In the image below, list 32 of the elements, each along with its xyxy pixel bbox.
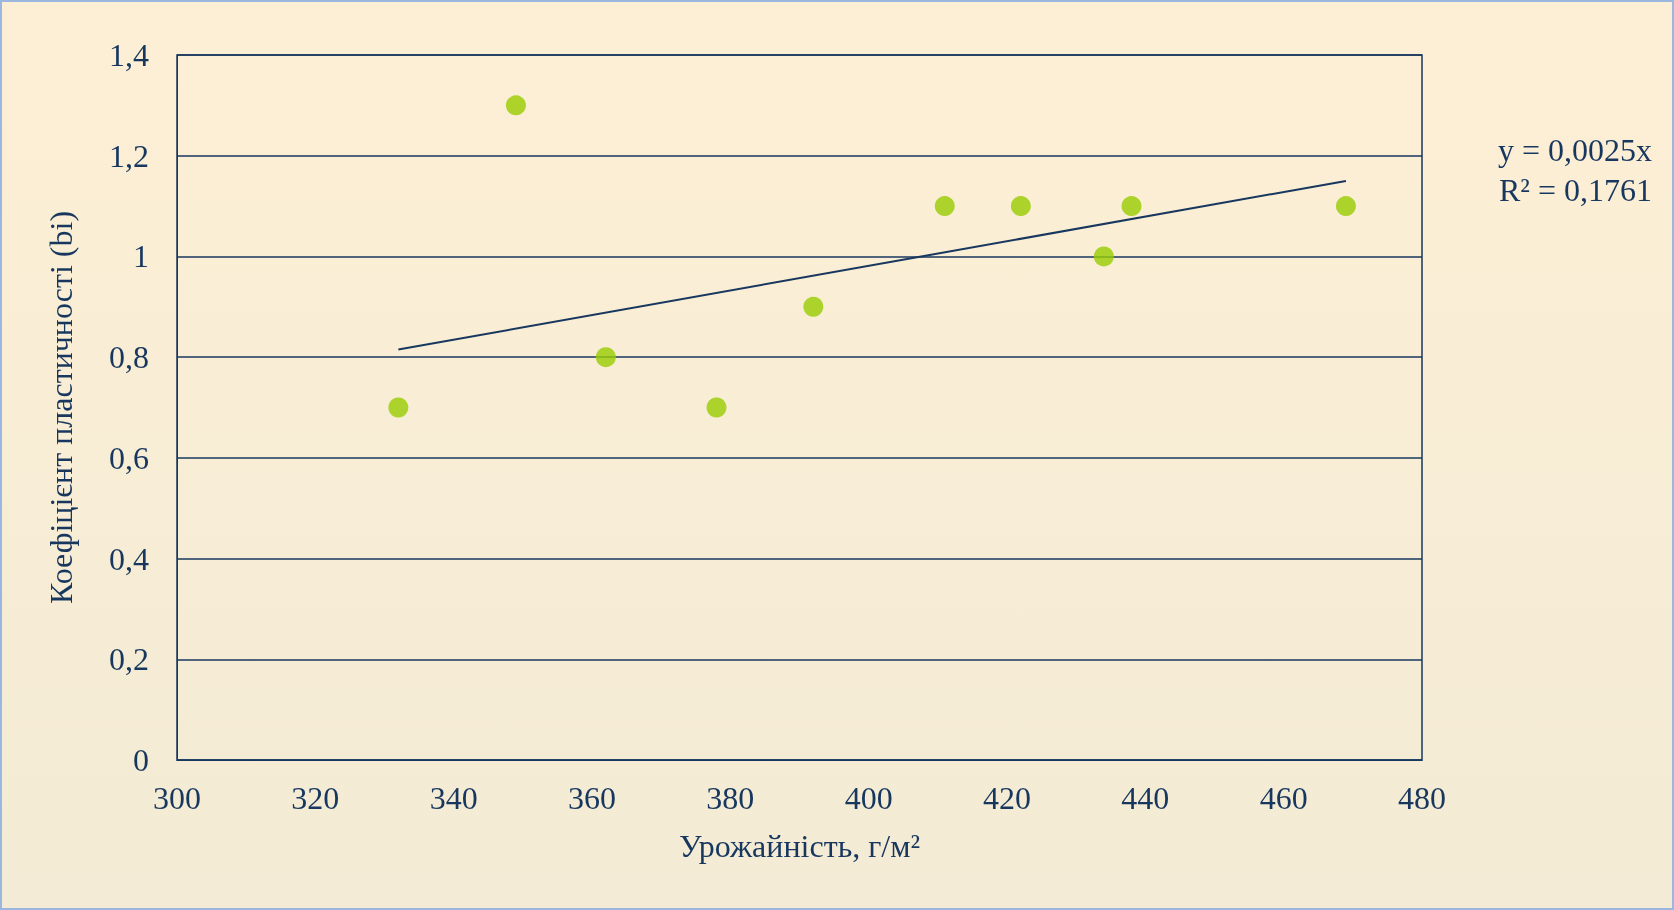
y-tick-label: 1 (133, 238, 149, 275)
x-tick-label: 460 (1259, 780, 1308, 816)
text: y = 0,0025x (1497, 132, 1652, 168)
point (1093, 246, 1114, 267)
point (595, 347, 616, 368)
x-tick-label: 380 (706, 780, 755, 816)
point (1335, 196, 1356, 217)
point (388, 397, 409, 418)
point (803, 296, 824, 317)
point (934, 196, 955, 217)
y-tick-label: 0,2 (109, 641, 149, 678)
point (505, 95, 526, 116)
x-tick-label: 320 (291, 780, 340, 816)
x-tick-label: 340 (429, 780, 478, 816)
x-tick-label: 400 (844, 780, 893, 816)
text: R² = 0,1761 (1499, 172, 1652, 208)
y-tick-label: 0,8 (109, 339, 149, 376)
x-tick-label: 300 (153, 780, 201, 816)
y-tick-label: 0,4 (109, 540, 149, 577)
y-axis-title: Коефіцієнт пластичності (bi) (43, 210, 79, 605)
y-tick-label: 1,4 (109, 37, 149, 73)
y-tick-label: 1,2 (109, 137, 149, 174)
x-axis-title: Урожайність, г/м² (678, 828, 921, 864)
y-tick-label: 0,6 (109, 439, 149, 476)
x-tick-label: 360 (568, 780, 616, 816)
x-tick-label: 480 (1398, 780, 1446, 816)
point (706, 397, 727, 418)
x-tick-label: 420 (983, 780, 1031, 816)
point (1121, 196, 1142, 217)
x-tick-label: 440 (1121, 780, 1170, 816)
point (1010, 196, 1031, 217)
y-tick-label: 0 (133, 742, 149, 778)
